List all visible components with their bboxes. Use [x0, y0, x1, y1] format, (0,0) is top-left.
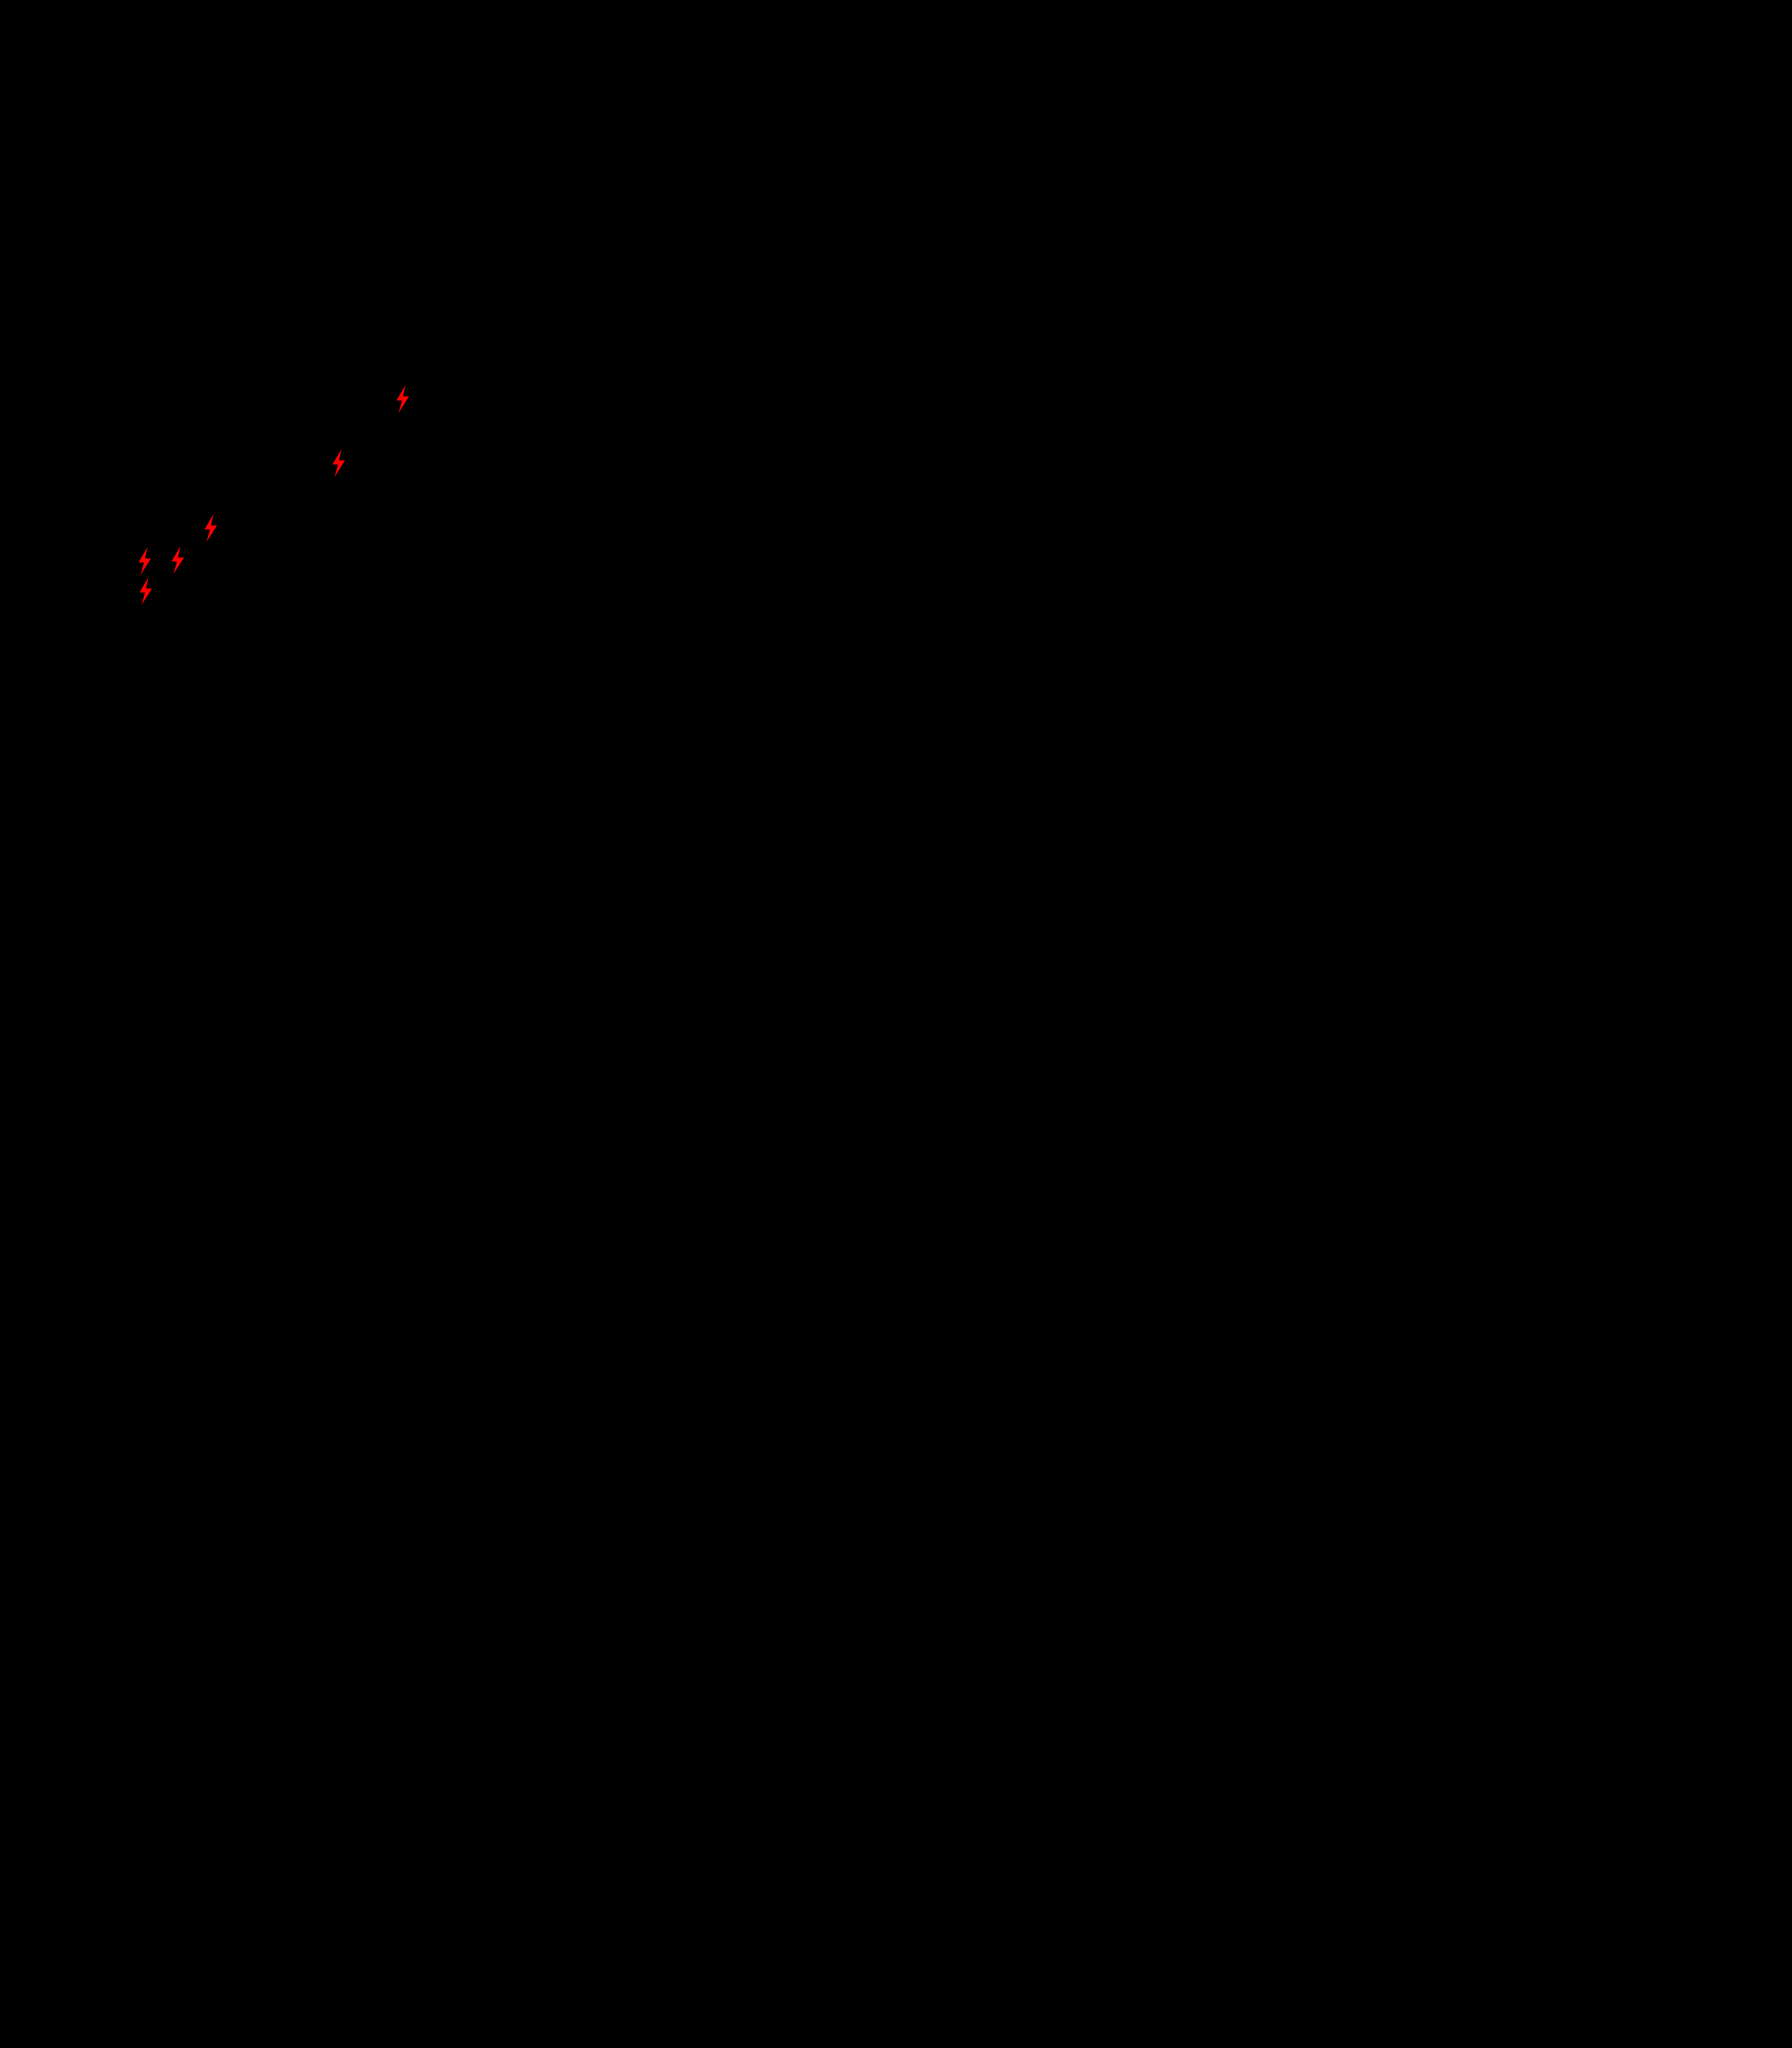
- lightning-bolt-icon[interactable]: [168, 545, 188, 575]
- lightning-bolt-icon[interactable]: [135, 546, 155, 576]
- canvas-label: blank-black-canvas: [0, 0, 1, 1]
- lightning-bolt-icon[interactable]: [329, 448, 349, 478]
- lightning-bolt-icon[interactable]: [393, 384, 413, 414]
- lightning-bolt-icon[interactable]: [201, 513, 221, 543]
- lightning-bolt-icon[interactable]: [136, 576, 156, 606]
